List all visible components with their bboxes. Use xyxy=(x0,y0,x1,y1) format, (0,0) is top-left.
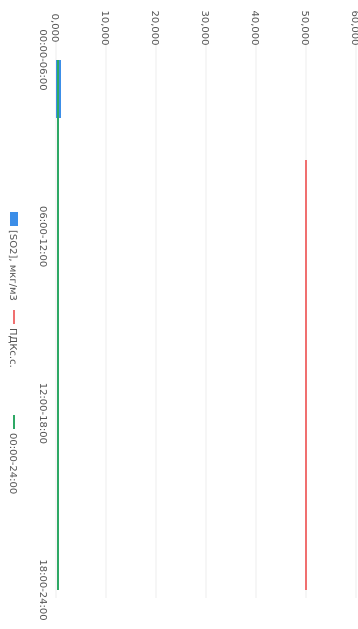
legend-label: [SO2], мкг/м3 xyxy=(7,230,18,301)
legend: [SO2], мкг/м3 ПДКс.с. 00:00-24:00 xyxy=(7,212,18,494)
x-tick-label: 06:00-12:00 xyxy=(37,206,48,267)
grid-lines xyxy=(55,40,357,598)
x-tick-label: 12:00-18:00 xyxy=(37,383,48,444)
y-axis-ticks: 0,000 10,000 20,000 30,000 40,000 50,000 60,00… xyxy=(49,11,358,46)
y-tick-label: 20,000 xyxy=(149,11,160,46)
y-tick-label: 50,000 xyxy=(299,11,310,46)
x-tick-label: 18:00-24:00 xyxy=(37,559,48,620)
x-tick-label: 00:00-06:00 xyxy=(37,29,48,90)
legend-label: 00:00-24:00 xyxy=(7,433,18,494)
legend-swatch-bar xyxy=(10,212,18,226)
y-tick-label: 60,000 xyxy=(349,11,358,46)
legend-label: ПДКс.с. xyxy=(7,328,18,368)
y-tick-label: 10,000 xyxy=(99,11,110,46)
y-tick-label: 40,000 xyxy=(249,11,260,46)
y-tick-label: 0,000 xyxy=(49,14,60,43)
y-tick-label: 30,000 xyxy=(199,11,210,46)
chart-rotated: 0,000 10,000 20,000 30,000 40,000 50,000 60,00… xyxy=(7,11,358,621)
chart-marks xyxy=(56,60,307,590)
x-axis-ticks: 00:00-06:00 06:00-12:00 12:00-18:00 18:00-2… xyxy=(37,29,48,620)
